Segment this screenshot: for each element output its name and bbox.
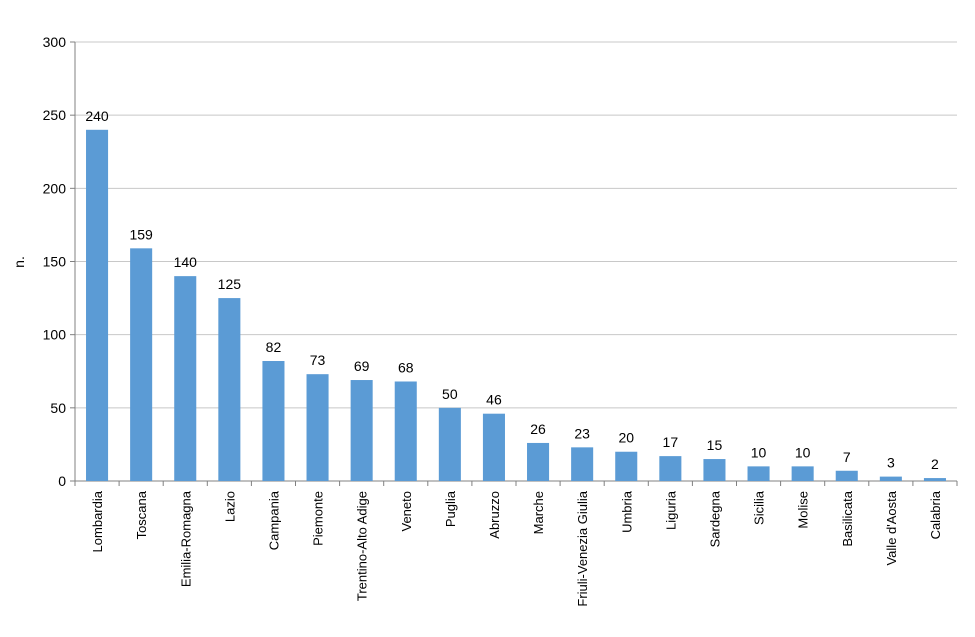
bar-trentino-alto-adige	[350, 380, 373, 481]
x-category-label: Sicilia	[752, 490, 767, 525]
data-label: 125	[218, 276, 242, 292]
data-label: 73	[310, 352, 326, 368]
data-label: 68	[398, 359, 414, 375]
bar-veneto	[394, 381, 417, 481]
x-category-label: Valle d'Aosta	[884, 490, 899, 565]
data-label: 240	[85, 108, 109, 124]
data-label: 46	[486, 392, 502, 408]
bar-basilicata	[835, 470, 858, 481]
data-label: 50	[442, 386, 458, 402]
bar-puglia	[438, 407, 461, 481]
gridlines	[75, 41, 957, 409]
bar-sicilia	[747, 466, 770, 481]
bar-emilia-romagna	[174, 276, 197, 481]
y-tick-label: 200	[43, 180, 67, 196]
data-label: 159	[129, 226, 153, 242]
bar-sardegna	[703, 459, 726, 481]
x-category-label: Lazio	[222, 491, 237, 522]
bar-toscana	[130, 248, 153, 481]
x-category-label: Veneto	[399, 491, 414, 532]
x-category-label: Liguria	[663, 490, 678, 530]
x-category-label: Piemonte	[311, 491, 326, 546]
data-label: 2	[931, 456, 939, 472]
x-category-label: Molise	[796, 491, 811, 529]
x-category-label: Sardegna	[707, 490, 722, 547]
data-label: 3	[887, 455, 895, 471]
y-tick-label: 0	[58, 473, 66, 489]
bar-lombardia	[86, 129, 109, 482]
y-tick-label: 300	[43, 34, 67, 50]
data-label: 26	[530, 421, 546, 437]
x-category-label: Puglia	[443, 490, 458, 527]
bar-lazio	[218, 298, 241, 481]
bar-piemonte	[306, 374, 329, 481]
bar-campania	[262, 361, 285, 481]
x-category-label: Basilicata	[840, 490, 855, 546]
data-label: 10	[751, 444, 767, 460]
data-label: 140	[174, 254, 198, 270]
data-label: 82	[266, 339, 282, 355]
x-category-label: Emilia-Romagna	[178, 490, 193, 587]
x-category-label: Umbria	[619, 490, 634, 533]
data-label: 20	[618, 430, 634, 446]
x-category-label: Lombardia	[90, 490, 105, 552]
x-category-label: Toscana	[134, 490, 149, 539]
axes	[70, 41, 958, 486]
bar-calabria	[923, 478, 946, 481]
data-label: 10	[795, 444, 811, 460]
data-label: 23	[574, 425, 590, 441]
data-label: 17	[663, 434, 679, 450]
data-label: 15	[707, 437, 723, 453]
x-category-label: Marche	[531, 491, 546, 534]
bar-liguria	[659, 456, 682, 481]
data-label: 7	[843, 449, 851, 465]
bar-abruzzo	[482, 413, 505, 481]
x-category-label: Calabria	[928, 490, 943, 539]
category-labels: Lombardia Toscana Emilia-Romagna Lazio Campa…	[90, 490, 943, 606]
bar-marche	[527, 442, 550, 481]
y-axis-title: n.	[11, 256, 27, 268]
bar-molise	[791, 466, 814, 481]
y-tick-label: 100	[43, 327, 67, 343]
x-category-label: Campania	[266, 490, 281, 550]
bar-friuli-venezia-giulia	[571, 447, 594, 481]
bars	[86, 129, 946, 482]
x-category-label: Friuli-Venezia Giulia	[575, 490, 590, 606]
y-tick-label: 150	[43, 254, 67, 270]
x-category-label: Abruzzo	[487, 491, 502, 539]
y-tick-labels: 0 50 100 150 200 250 300	[43, 34, 67, 489]
y-tick-label: 50	[50, 400, 66, 416]
bar-umbria	[615, 451, 638, 481]
data-label: 69	[354, 358, 370, 374]
y-tick-label: 250	[43, 107, 67, 123]
x-category-label: Trentino-Alto Adige	[355, 491, 370, 601]
bar-valle-d-aosta	[879, 476, 902, 481]
